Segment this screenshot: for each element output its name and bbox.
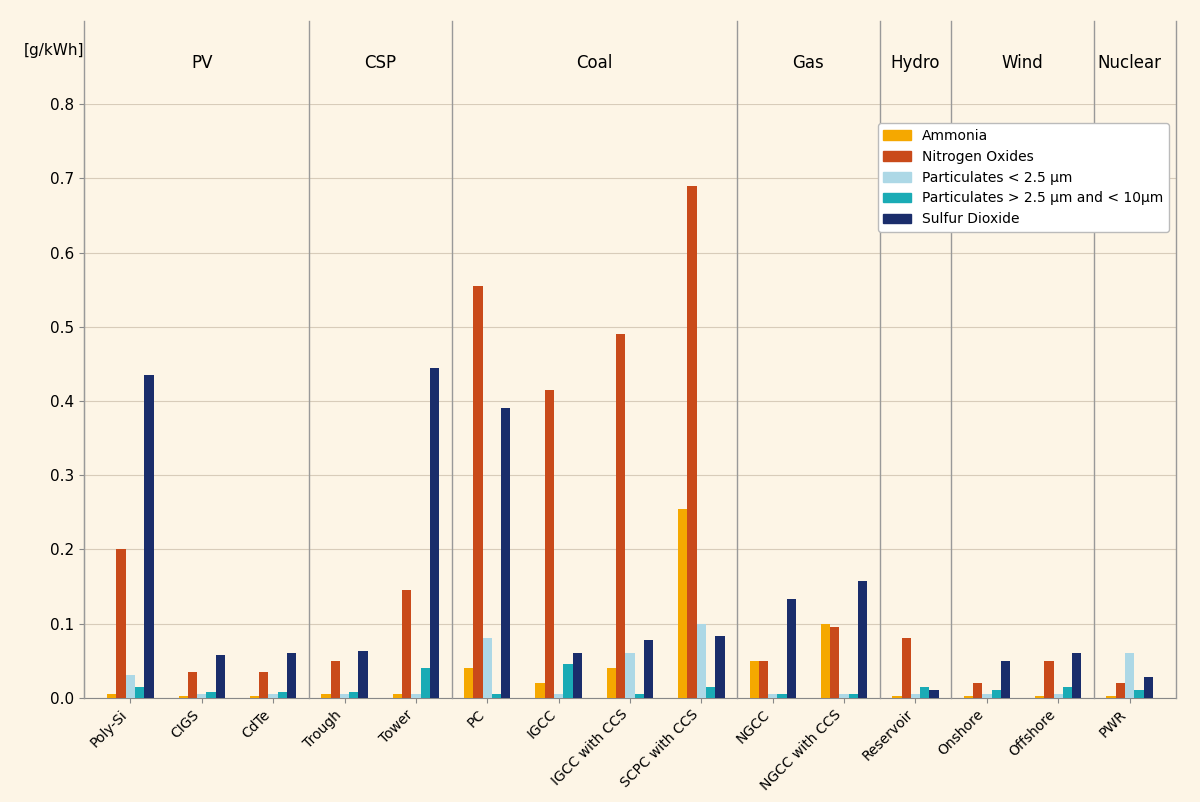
Bar [1054,694,1063,698]
Bar [678,508,688,698]
Bar [635,694,644,698]
Bar [848,694,858,698]
Bar [144,375,154,698]
Bar [616,334,625,698]
Bar [688,186,697,698]
Bar [1044,661,1054,698]
Bar [930,691,938,698]
Bar [830,627,840,698]
Bar [330,661,340,698]
Bar [136,687,144,698]
Bar [492,694,502,698]
Legend: Ammonia, Nitrogen Oxides, Particulates < 2.5 μm, Particulates > 2.5 μm and < 10μ: Ammonia, Nitrogen Oxides, Particulates <… [878,123,1169,232]
Bar [359,651,367,698]
Bar [1124,653,1134,698]
Bar [991,691,1001,698]
Bar [179,695,188,698]
Bar [901,638,911,698]
Bar [322,694,330,698]
Text: [g/kWh]: [g/kWh] [24,43,84,59]
Bar [750,661,758,698]
Bar [715,636,725,698]
Bar [277,692,287,698]
Bar [893,695,901,698]
Text: CSP: CSP [364,54,396,71]
Bar [206,692,216,698]
Text: Wind: Wind [1002,54,1044,71]
Bar [420,668,430,698]
Bar [287,653,296,698]
Bar [126,675,136,698]
Bar [644,640,653,698]
Bar [758,661,768,698]
Text: Nuclear: Nuclear [1098,54,1162,71]
Bar [250,695,259,698]
Bar [625,653,635,698]
Bar [778,694,787,698]
Bar [402,590,412,698]
Bar [563,664,572,698]
Text: PV: PV [191,54,212,71]
Bar [1144,677,1153,698]
Bar [473,286,482,698]
Bar [107,694,116,698]
Bar [116,549,126,698]
Bar [259,672,269,698]
Bar [1134,691,1144,698]
Text: Gas: Gas [792,54,824,71]
Bar [1072,653,1081,698]
Bar [349,692,359,698]
Bar [340,694,349,698]
Bar [840,694,848,698]
Bar [1116,683,1124,698]
Bar [412,694,420,698]
Bar [607,668,616,698]
Bar [269,694,277,698]
Bar [1063,687,1072,698]
Bar [482,638,492,698]
Bar [697,624,706,698]
Bar [973,683,983,698]
Bar [430,367,439,698]
Bar [572,653,582,698]
Text: Hydro: Hydro [890,54,941,71]
Bar [1036,695,1044,698]
Bar [392,694,402,698]
Bar [535,683,545,698]
Bar [197,694,206,698]
Bar [216,654,224,698]
Bar [983,694,991,698]
Bar [768,694,778,698]
Bar [821,624,830,698]
Bar [1106,695,1116,698]
Bar [1001,661,1010,698]
Text: Coal: Coal [576,54,612,71]
Bar [706,687,715,698]
Bar [188,672,197,698]
Bar [554,694,563,698]
Bar [920,687,930,698]
Bar [545,390,554,698]
Bar [502,408,510,698]
Bar [964,695,973,698]
Bar [911,694,920,698]
Bar [858,581,868,698]
Bar [464,668,473,698]
Bar [787,599,796,698]
